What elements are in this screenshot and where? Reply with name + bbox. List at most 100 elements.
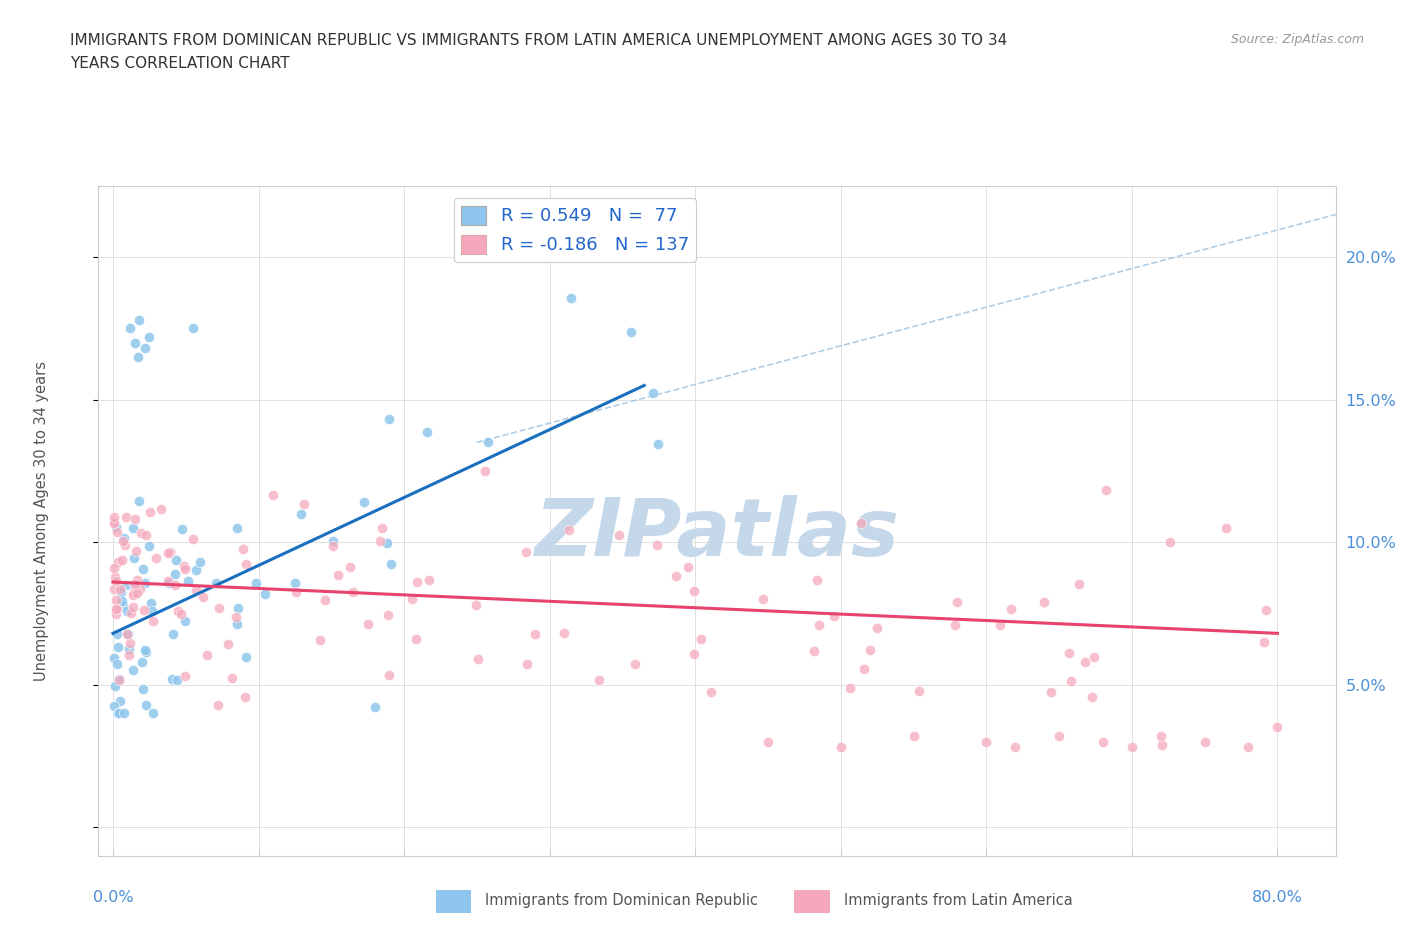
FancyBboxPatch shape [786,885,838,918]
Point [620,325,643,339]
Text: IMMIGRANTS FROM DOMINICAN REPUBLIC VS IMMIGRANTS FROM LATIN AMERICA UNEMPLOYMENT: IMMIGRANTS FROM DOMINICAN REPUBLIC VS IM… [70,33,1008,47]
Point [105,520,128,535]
Point [124,512,146,526]
Point [170,606,193,621]
Point [163,566,186,581]
Point [157,546,180,561]
Point [353,494,375,509]
Point [1159,535,1181,550]
Point [1091,734,1114,749]
Point [122,577,145,591]
Point [405,575,427,590]
Point [157,576,180,591]
Point [560,291,582,306]
Point [103,650,125,665]
Point [1194,734,1216,749]
Point [107,671,129,686]
Point [225,610,247,625]
Point [380,557,402,572]
Point [127,350,149,365]
Point [207,698,229,712]
Point [149,502,172,517]
Point [170,522,193,537]
Point [1083,650,1105,665]
Point [1253,634,1275,649]
Point [1095,482,1118,497]
Point [122,520,145,535]
Point [225,521,247,536]
Point [1150,737,1173,752]
Point [132,562,155,577]
Point [193,590,215,604]
Point [135,528,157,543]
Point [114,538,136,552]
Point [190,554,212,569]
Point [107,706,129,721]
Point [418,572,440,587]
Point [1256,603,1278,618]
Point [342,585,364,600]
Point [1267,720,1289,735]
Point [122,662,145,677]
Point [124,584,146,599]
Point [120,605,142,620]
Point [1074,655,1097,670]
Point [114,578,136,592]
Point [159,544,181,559]
Point [134,643,156,658]
Point [401,591,423,606]
Point [165,578,187,592]
Point [104,592,127,607]
Point [322,538,344,553]
Point [647,436,669,451]
Point [852,661,875,676]
Point [1215,521,1237,536]
Point [806,572,828,587]
FancyBboxPatch shape [427,885,479,918]
Point [378,668,401,683]
Point [112,599,135,614]
Point [647,538,669,553]
Point [284,576,307,591]
Point [371,521,394,536]
Point [103,510,125,525]
Point [107,640,129,655]
Legend: R = 0.549   N =  77, R = -0.186   N = 137: R = 0.549 N = 77, R = -0.186 N = 137 [454,198,696,261]
Point [1067,577,1090,591]
Point [115,626,138,641]
Point [111,593,134,608]
Point [166,604,188,618]
Point [104,570,127,585]
Point [166,672,188,687]
Point [135,644,157,659]
Point [135,698,157,712]
Point [262,487,284,502]
Point [217,636,239,651]
Point [557,523,579,538]
Point [588,672,610,687]
Point [114,706,136,721]
Point [314,592,336,607]
Point [104,602,127,617]
Point [553,626,575,641]
Point [326,567,349,582]
Point [1059,646,1081,661]
Point [516,657,538,671]
Point [803,644,825,658]
Text: 80.0%: 80.0% [1251,890,1303,905]
Point [607,527,630,542]
Point [103,516,125,531]
Point [976,734,998,749]
Point [416,424,439,439]
Point [183,532,205,547]
Point [141,604,163,618]
Point [174,562,197,577]
Point [1004,740,1026,755]
Point [378,411,401,426]
Point [830,740,852,755]
Point [173,669,195,684]
Point [364,700,387,715]
Y-axis label: Unemployment Among Ages 30 to 34 years: Unemployment Among Ages 30 to 34 years [34,361,49,681]
Point [700,684,723,699]
Point [108,706,131,721]
